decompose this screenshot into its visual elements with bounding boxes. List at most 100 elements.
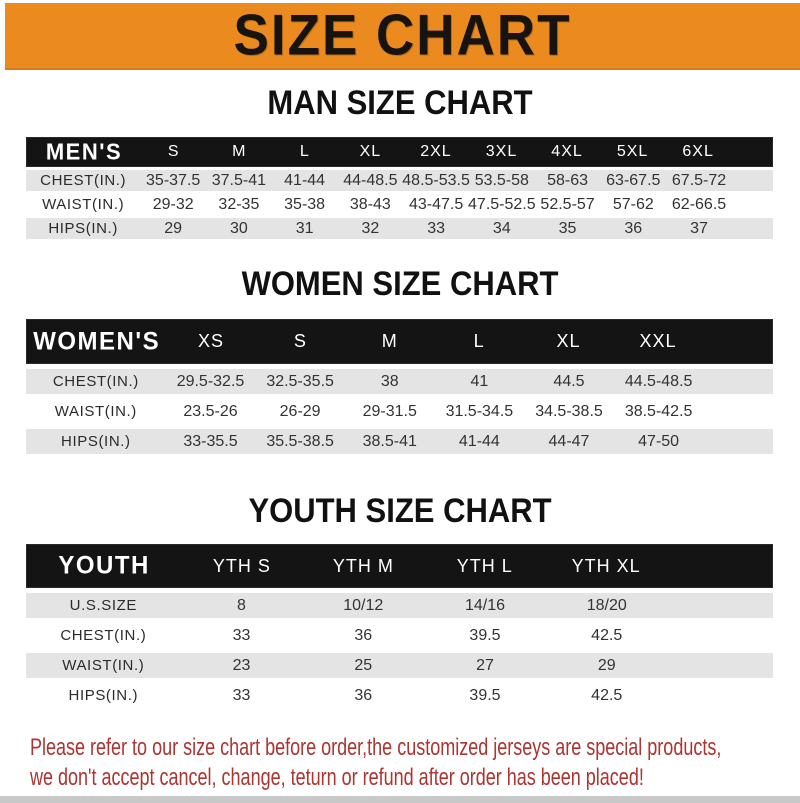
cell-value: 42.5 [591,686,623,704]
table-row: WAIST(IN.) 29-32 32-35 35-38 38-43 43-47.5 47.… [26,194,773,215]
row-label: U.S.SIZE [69,597,137,614]
cell-value: 29-32 [152,195,194,213]
size-column-header: M [232,143,247,160]
row-label: HIPS(IN.) [61,433,131,450]
youth-section-heading: YOUTH SIZE CHART [248,490,552,531]
cell-value: 48.5-53.5 [402,171,470,189]
cell-value: 36 [624,219,643,237]
cell-value: 38.5-41 [362,432,417,450]
cell-value: 38.5-42.5 [624,402,693,420]
size-column-header: XS [198,331,225,351]
women-section: WOMEN SIZE CHART WOMEN'S XS S M L XL XXL CHEST(… [0,264,800,454]
cell-value: 37 [690,219,708,237]
row-spacer [732,218,773,239]
row-label: CHEST(IN.) [52,373,139,390]
cell-value: 36 [354,686,373,704]
cell-value: 8 [237,596,246,614]
note-line-2: we don't accept cancel, change, teturn o… [30,764,644,791]
cell-value: 32 [361,219,380,237]
cell-value: 38-43 [349,195,391,213]
men-heading-wrap: MAN SIZE CHART [0,82,800,123]
row-spacer [732,194,773,215]
cell-value: 36 [354,626,373,644]
cell-value: 58-63 [547,171,589,189]
table-row: HIPS(IN.) 29 30 31 32 33 34 35 36 37 [26,218,773,239]
cell-value: 39.5 [469,686,501,704]
cell-value: 31 [295,219,314,237]
cell-value: 37.5-41 [211,171,267,189]
size-column-header: XL [556,331,581,351]
row-spacer [668,683,773,708]
row-label: CHEST(IN.) [40,172,127,189]
size-column-header: 3XL [485,143,518,160]
row-label: WAIST(IN.) [42,196,125,213]
men-section: MAN SIZE CHART MEN'S S M L XL 2XL 3XL 4XL 5XL 6XL… [0,82,800,239]
table-header-row: MEN'S S M L XL 2XL 3XL 4XL 5XL 6XL [26,137,773,167]
youth-heading-wrap: YOUTH SIZE CHART [0,490,800,531]
cell-value: 44-48.5 [343,171,398,189]
cell-value: 23.5-26 [183,402,238,420]
cell-value: 35 [558,219,577,237]
size-column-header: XXL [639,331,677,351]
size-column-header: YTH M [332,555,394,576]
cell-value: 44-47 [548,432,590,450]
size-column-header: XL [359,143,382,160]
note-line-1: Please refer to our size chart before or… [30,734,722,761]
cell-value: 32.5-35.5 [266,372,334,390]
table-header-row: YOUTH YTH S YTH M YTH L YTH XL [26,544,773,588]
cell-value: 38 [380,372,399,390]
table-row: WAIST(IN.) 23 25 27 29 [26,653,773,678]
table-row: CHEST(IN.) 33 36 39.5 42.5 [26,623,773,648]
cell-value: 39.5 [469,626,501,644]
row-label: WAIST(IN.) [54,403,137,420]
youth-size-table: YOUTH YTH S YTH M YTH L YTH XL U.S.SIZE 8 10/12… [26,544,773,708]
size-column-header: 4XL [551,143,583,160]
cell-value: 29-31.5 [362,402,417,420]
row-label: HIPS(IN.) [68,687,139,704]
header-spacer [731,138,772,166]
cell-value: 10/12 [343,596,384,614]
men-section-heading: MAN SIZE CHART [267,82,533,123]
table-row: HIPS(IN.) 33-35.5 35.5-38.5 38.5-41 41-44 44-… [26,429,773,454]
cell-value: 29 [597,656,616,674]
table-row: CHEST(IN.) 35-37.5 37.5-41 41-44 44-48.5 48.5… [26,170,773,191]
cell-value: 29.5-32.5 [176,372,245,390]
men-size-table: MEN'S S M L XL 2XL 3XL 4XL 5XL 6XL CHEST(IN.) 35-37… [26,137,773,239]
table-corner-label: YOUTH [58,551,150,580]
size-column-header: S [167,143,180,160]
cell-value: 29 [164,219,183,237]
cell-value: 41 [470,372,489,390]
cell-value: 62-66.5 [671,195,727,213]
youth-section: YOUTH SIZE CHART YOUTH YTH S YTH M YTH L YTH… [0,490,800,708]
size-column-header: 6XL [682,143,714,160]
row-label: CHEST(IN.) [60,627,147,644]
size-column-header: YTH S [212,555,271,576]
size-column-header: L [299,143,310,160]
cell-value: 32-35 [218,195,260,213]
cell-value: 67.5-72 [671,171,727,189]
women-heading-wrap: WOMEN SIZE CHART [0,264,800,303]
row-spacer [703,369,773,394]
table-corner-label: WOMEN'S [33,326,161,356]
cell-value: 33 [232,686,251,704]
row-spacer [668,593,773,618]
cell-value: 23 [232,656,251,674]
size-column-header: M [381,331,398,351]
table-header-row: WOMEN'S XS S M L XL XXL [26,319,773,364]
cell-value: 14/16 [464,596,506,614]
cell-value: 27 [476,656,494,674]
cell-value: 47.5-52.5 [468,195,536,213]
cell-value: 41-44 [458,432,500,450]
size-column-header: L [473,331,485,351]
table-corner-label: MEN'S [45,138,123,165]
row-spacer [732,170,773,191]
cell-value: 35-38 [284,195,326,213]
table-row: CHEST(IN.) 29.5-32.5 32.5-35.5 38 41 44.5 44.5… [26,369,773,394]
size-column-header: S [293,331,307,351]
cell-value: 34 [492,219,511,237]
cell-value: 63-67.5 [606,171,661,189]
size-column-header: YTH L [456,555,513,576]
size-column-header: YTH XL [571,555,641,576]
cell-value: 35.5-38.5 [266,432,334,450]
row-spacer [668,653,773,678]
